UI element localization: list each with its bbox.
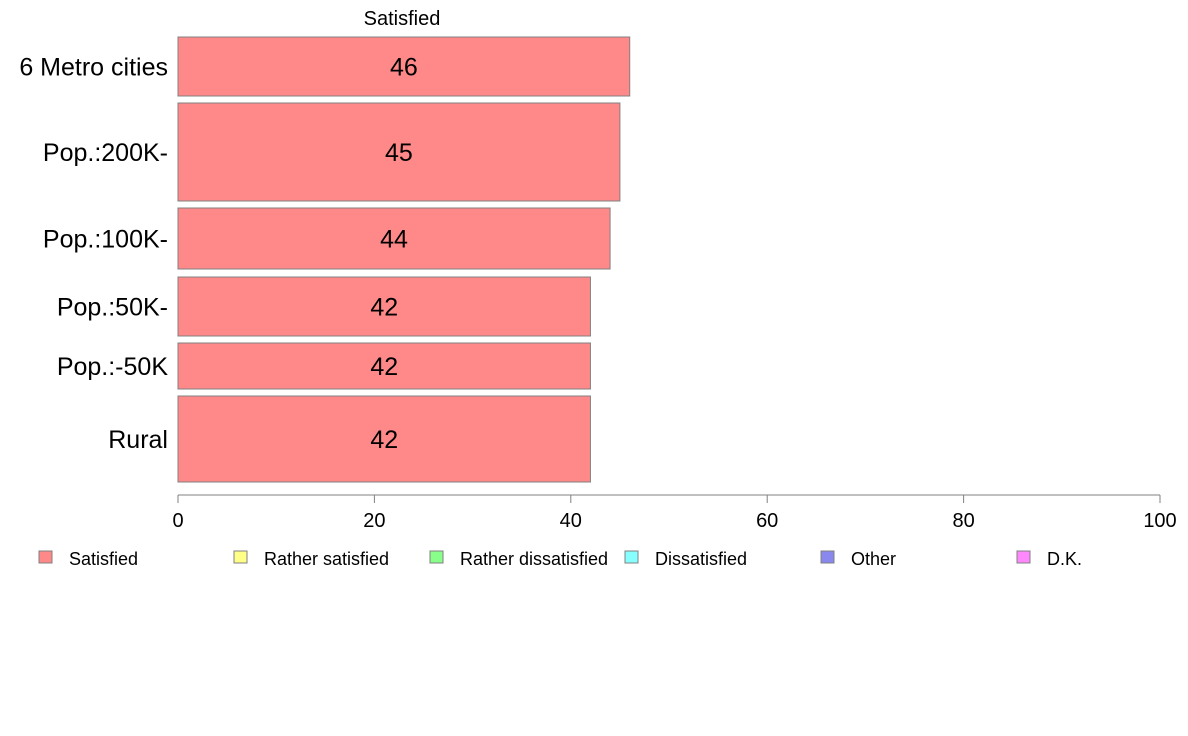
x-tick-label: 100 [1143, 510, 1176, 532]
category-label: Pop.:200K- [43, 139, 168, 167]
legend-label: Rather satisfied [264, 549, 389, 569]
legend-swatch [1016, 550, 1031, 564]
bar-value-label: 42 [370, 294, 398, 322]
bar-value-label: 46 [390, 54, 418, 82]
x-tick-label: 40 [560, 510, 582, 532]
category-label: 6 Metro cities [19, 54, 168, 82]
x-tick-label: 60 [756, 510, 778, 532]
category-label: Pop.:-50K [57, 353, 169, 381]
legend-swatch [624, 550, 639, 564]
bar-value-label: 45 [385, 139, 413, 167]
chart-title: Satisfied [364, 8, 441, 30]
x-tick-label: 20 [363, 510, 385, 532]
category-label: Pop.:50K- [57, 294, 168, 322]
bars-group [177, 36, 631, 483]
bar-6-metro-cities [177, 36, 631, 97]
bar-pop-200k [177, 102, 621, 202]
bar-value-label: 42 [370, 426, 398, 454]
bar-pop-100k [177, 207, 611, 270]
bar-rural [177, 395, 591, 483]
bar-value-label: 44 [380, 226, 408, 254]
bar-pop-50k [177, 342, 591, 390]
legend-label: Rather dissatisfied [460, 549, 608, 569]
category-label: Pop.:100K- [43, 226, 168, 254]
legend-label: Satisfied [69, 549, 138, 569]
category-labels: 6 Metro cities Pop.:200K- Pop.:100K- Pop.:5… [19, 54, 168, 455]
x-tick-label: 0 [172, 510, 183, 532]
bar-pop-50k [177, 276, 591, 337]
value-labels: 46 45 44 42 42 42 [370, 54, 417, 455]
legend-swatch [820, 550, 835, 564]
legend-swatch [38, 550, 53, 564]
legend-swatch [233, 550, 248, 564]
category-label: Rural [108, 426, 168, 454]
legend-label: Dissatisfied [655, 549, 747, 569]
bar-value-label: 42 [370, 353, 398, 381]
legend-swatch [429, 550, 444, 564]
x-tick-label: 80 [952, 510, 974, 532]
legend: Satisfied Rather satisfied Rather dissatis… [38, 549, 1082, 569]
legend-label: D.K. [1047, 549, 1082, 569]
legend-label: Other [851, 549, 896, 569]
x-axis: 0 20 40 60 80 100 [172, 494, 1177, 532]
